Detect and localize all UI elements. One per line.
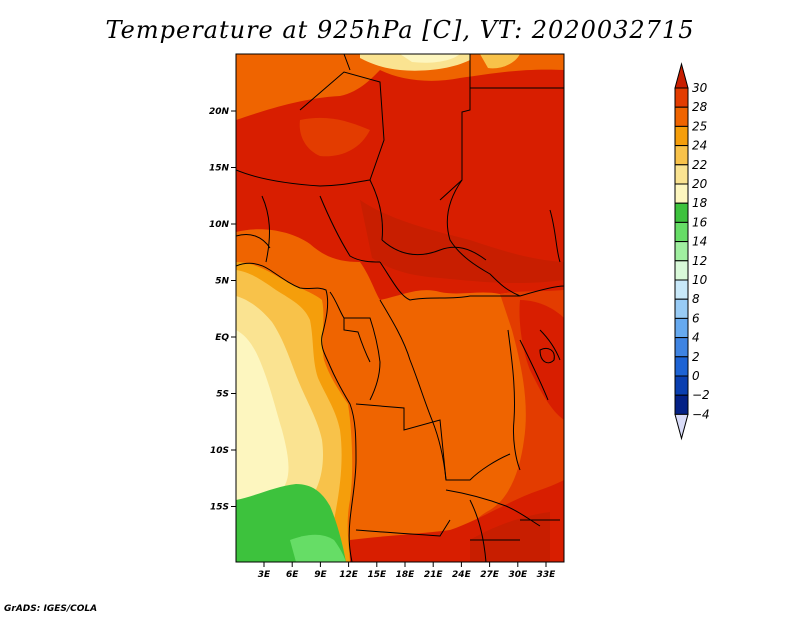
latitude-axis: 20N 15N 10N 5N EQ 5S 10S 15S xyxy=(209,107,236,513)
colorbar-segment xyxy=(674,202,689,223)
lon-label: 27E xyxy=(480,570,500,580)
colorbar-segment xyxy=(674,260,689,281)
colorbar-top-arrow xyxy=(674,62,689,89)
colorbar-segment xyxy=(674,87,689,108)
colorbar-segment xyxy=(674,125,689,147)
colorbar-segment xyxy=(674,298,689,319)
border-congo xyxy=(343,318,371,363)
colorbar-segment xyxy=(674,394,689,415)
border-cameroon xyxy=(329,291,381,401)
field-ocean-green-light xyxy=(290,534,346,562)
border-south xyxy=(469,499,560,562)
lon-label: 12E xyxy=(339,570,359,580)
field-hot-center xyxy=(360,200,564,284)
field-south-hot xyxy=(470,512,550,562)
field-north-yellow-2 xyxy=(480,54,520,69)
lat-label: 20N xyxy=(209,107,230,117)
lon-label: 24E xyxy=(452,570,472,580)
colorbar-label: 4 xyxy=(692,331,700,345)
border-angola xyxy=(355,403,451,537)
colorbar-label: 2 xyxy=(692,350,700,364)
lat-label: EQ xyxy=(215,333,229,343)
colorbar-label: −2 xyxy=(692,388,710,402)
field-hot-nigeria-orange xyxy=(236,229,380,302)
colorbar-label: 20 xyxy=(692,177,708,191)
lon-label: 18E xyxy=(396,570,416,580)
colorbar-bottom-arrow xyxy=(674,413,689,441)
colorbar-label: 30 xyxy=(692,81,708,95)
lake-outline xyxy=(539,347,555,364)
map-title: Temperature at 925hPa [C], VT: 202003271… xyxy=(105,16,695,44)
colorbar-label: 6 xyxy=(692,311,700,325)
colorbar-label: 25 xyxy=(692,119,707,133)
longitude-axis: 3E 6E 9E 12E 15E 18E 21E 24E 27E 30E 33E xyxy=(258,562,556,580)
colorbar-label: 12 xyxy=(692,254,707,268)
border-east-edge xyxy=(549,209,561,263)
border-car xyxy=(379,239,520,301)
border-sahel xyxy=(236,169,383,241)
field-east-lakes xyxy=(519,300,564,420)
field-ocean-pale xyxy=(236,330,289,502)
colorbar-segment xyxy=(674,164,689,185)
border-nigeria xyxy=(236,195,381,263)
lat-label: 5N xyxy=(215,277,229,287)
temperature-field xyxy=(236,54,564,562)
lon-label: 33E xyxy=(537,570,557,580)
colorbar-label: 8 xyxy=(692,292,700,306)
borders xyxy=(236,54,564,562)
lon-label: 6E xyxy=(286,570,299,580)
colorbar-label: 10 xyxy=(692,273,708,287)
lat-label: 10N xyxy=(209,220,230,230)
colorbar-segment xyxy=(674,221,689,243)
colorbar-segment xyxy=(674,317,689,339)
colorbar-label: 16 xyxy=(692,215,708,229)
lon-label: 3E xyxy=(258,570,271,580)
coastline xyxy=(236,262,357,562)
colorbar-label: 18 xyxy=(692,196,708,210)
field-hot-mid xyxy=(299,117,370,157)
colorbar-segment xyxy=(674,356,689,377)
colorbar-segment xyxy=(674,106,689,127)
border-chad-sudan xyxy=(446,179,564,297)
colorbar-label: 24 xyxy=(692,139,707,153)
border-north-1 xyxy=(299,71,385,181)
lon-label: 21E xyxy=(424,570,444,580)
colorbar-label: 0 xyxy=(692,369,700,383)
colorbar-segment xyxy=(674,241,689,262)
lat-label: 5S xyxy=(216,390,229,400)
lat-label: 10S xyxy=(210,446,229,456)
colorbar-label: 28 xyxy=(692,100,708,114)
border-drc xyxy=(379,299,511,481)
colorbar-label: −4 xyxy=(692,407,710,421)
colorbar-segment xyxy=(674,145,689,166)
colorbar-segment xyxy=(674,279,689,300)
lon-label: 9E xyxy=(314,570,327,580)
lat-label: 15N xyxy=(209,164,230,174)
lon-label: 15E xyxy=(367,570,387,580)
colorbar-segment xyxy=(674,337,689,358)
colorbar-label: 22 xyxy=(692,158,707,172)
colorbar-segment xyxy=(674,183,689,204)
grads-credit: GrADS: IGES/COLA xyxy=(4,604,98,614)
map-frame xyxy=(235,53,565,563)
colorbar-segment xyxy=(674,375,689,396)
colorbar-label: 14 xyxy=(692,235,707,249)
lat-label: 15S xyxy=(210,503,229,513)
border-north-2 xyxy=(343,54,471,201)
border-east-lakes xyxy=(507,329,561,471)
field-north-pale xyxy=(400,54,460,63)
lon-label: 30E xyxy=(508,570,528,580)
